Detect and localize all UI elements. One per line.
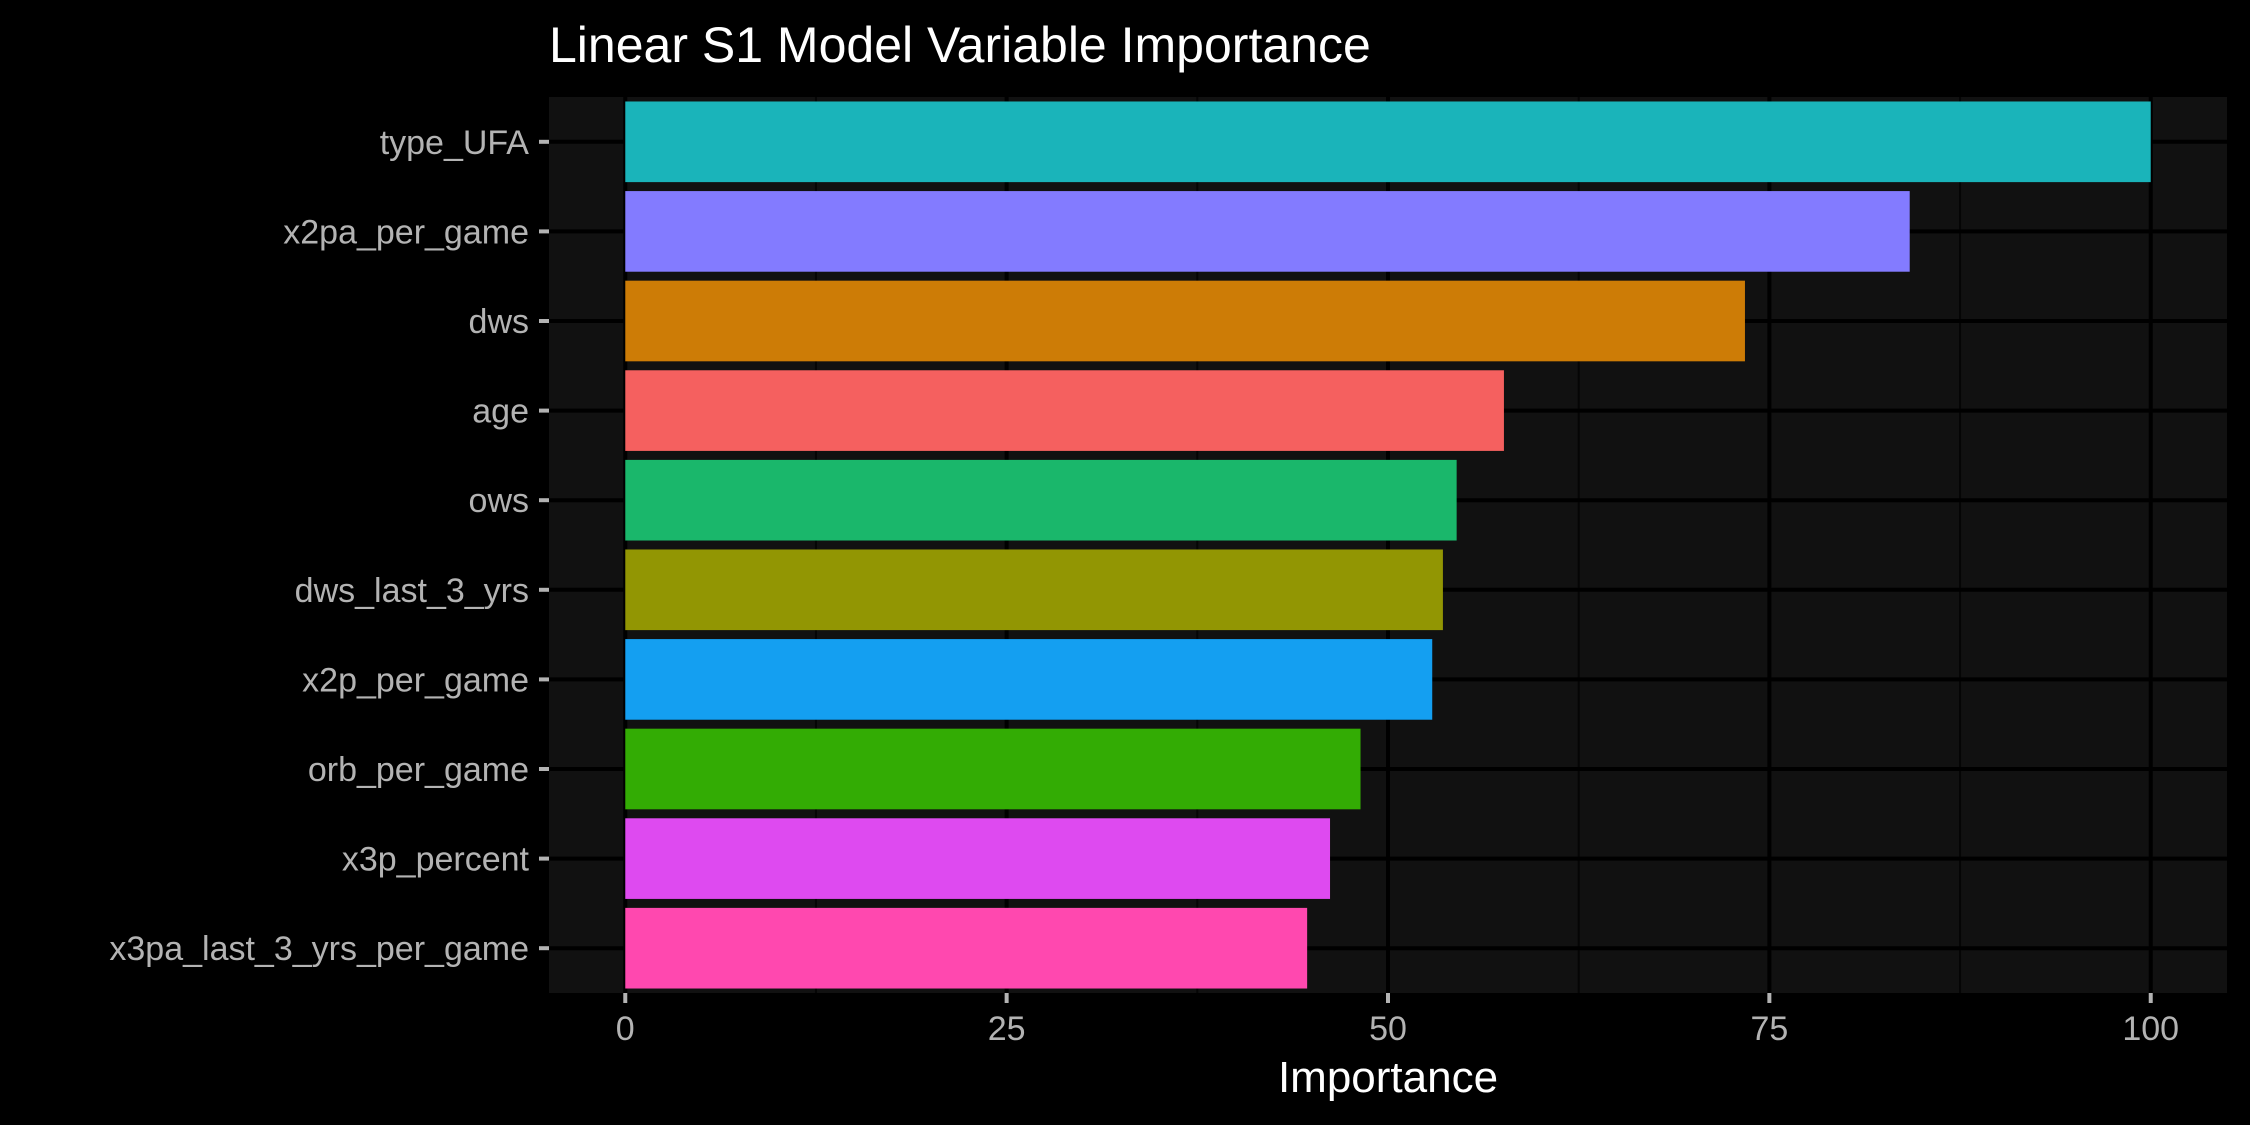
x-tick-label: 25	[988, 1010, 1026, 1048]
bar-type_UFA	[625, 101, 2151, 183]
y-tick-label: ows	[469, 482, 529, 520]
bar-x2p_per_game	[625, 639, 1433, 720]
x-axis-label: Importance	[1278, 1053, 1498, 1102]
x-tick-label: 50	[1369, 1010, 1407, 1048]
x-axis: 0 25 50 75 100	[616, 993, 2179, 1048]
bar-orb_per_game	[625, 728, 1361, 810]
y-tick-label: x3pa_last_3_yrs_per_game	[109, 930, 529, 968]
bar-x3pa_last_3_yrs_per_game	[625, 907, 1308, 989]
y-tick-label: dws_last_3_yrs	[295, 572, 529, 610]
y-tick-label: age	[472, 393, 529, 431]
y-tick-label: type_UFA	[380, 124, 530, 162]
chart-title: Linear S1 Model Variable Importance	[549, 17, 1371, 73]
y-tick-label: x2pa_per_game	[283, 213, 529, 251]
bar-dws	[625, 280, 1745, 362]
y-tick-label: x2p_per_game	[302, 661, 529, 699]
bar-dws_last_3_yrs	[625, 549, 1443, 631]
y-tick-label: x3p_percent	[342, 841, 530, 879]
bar-x3p_percent	[625, 818, 1331, 899]
x-tick-label: 100	[2122, 1010, 2179, 1048]
bar-ows	[625, 459, 1457, 541]
x-tick-label: 75	[1750, 1010, 1788, 1048]
bar-age	[625, 370, 1504, 451]
y-tick-label: dws	[469, 303, 529, 341]
bar-x2pa_per_game	[625, 191, 1910, 272]
y-tick-label: orb_per_game	[308, 751, 529, 789]
x-tick-label: 0	[616, 1010, 635, 1048]
bars	[625, 101, 2151, 989]
